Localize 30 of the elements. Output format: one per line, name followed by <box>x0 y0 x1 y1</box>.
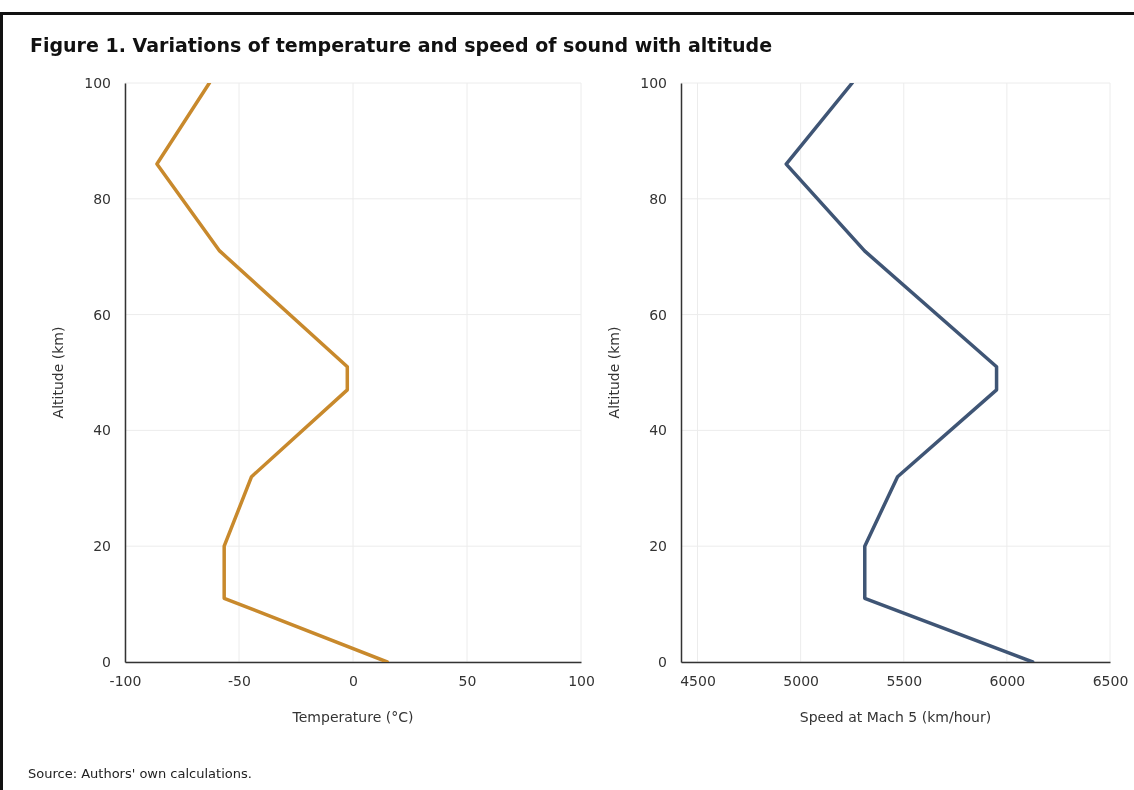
y-tick-label: 60 <box>649 306 667 323</box>
y-tick-label: 0 <box>102 653 111 670</box>
y-tick-label: 20 <box>93 538 111 555</box>
y-tick-label: 20 <box>649 538 667 555</box>
chart-title: Figure 1. Variations of temperature and speed of sound with altitude <box>30 34 773 56</box>
x-tick-label: 0 <box>349 672 358 689</box>
x-tick-label: -100 <box>109 672 142 689</box>
y-tick-label: 80 <box>649 190 667 207</box>
x-tick-label: -50 <box>228 672 251 689</box>
line-series <box>784 83 1035 662</box>
x-axis-title: Speed at Mach 5 (km/hour) <box>799 709 992 725</box>
line-series <box>155 83 389 662</box>
x-tick-label: 6000 <box>989 672 1026 689</box>
x-tick-label: 5000 <box>783 672 819 689</box>
y-axis-title: Altitude (km) <box>606 326 622 419</box>
y-tick-label: 0 <box>658 653 667 670</box>
x-tick-label: 100 <box>568 672 595 689</box>
y-tick-label: 100 <box>84 74 111 91</box>
x-tick-label: 4500 <box>680 672 716 689</box>
x-tick-label: 6500 <box>1092 672 1129 689</box>
x-axis-title: Temperature (°C) <box>291 709 414 725</box>
y-tick-label: 40 <box>93 422 111 439</box>
x-tick-label: 5500 <box>886 672 923 689</box>
y-axis-title: Altitude (km) <box>50 326 66 419</box>
y-tick-label: 40 <box>649 422 667 439</box>
y-tick-label: 60 <box>93 306 111 323</box>
y-tick-label: 100 <box>640 74 667 91</box>
x-tick-label: 50 <box>458 672 477 689</box>
y-tick-label: 80 <box>93 190 111 207</box>
source-note: Source: Authors' own calculations. <box>28 766 252 781</box>
